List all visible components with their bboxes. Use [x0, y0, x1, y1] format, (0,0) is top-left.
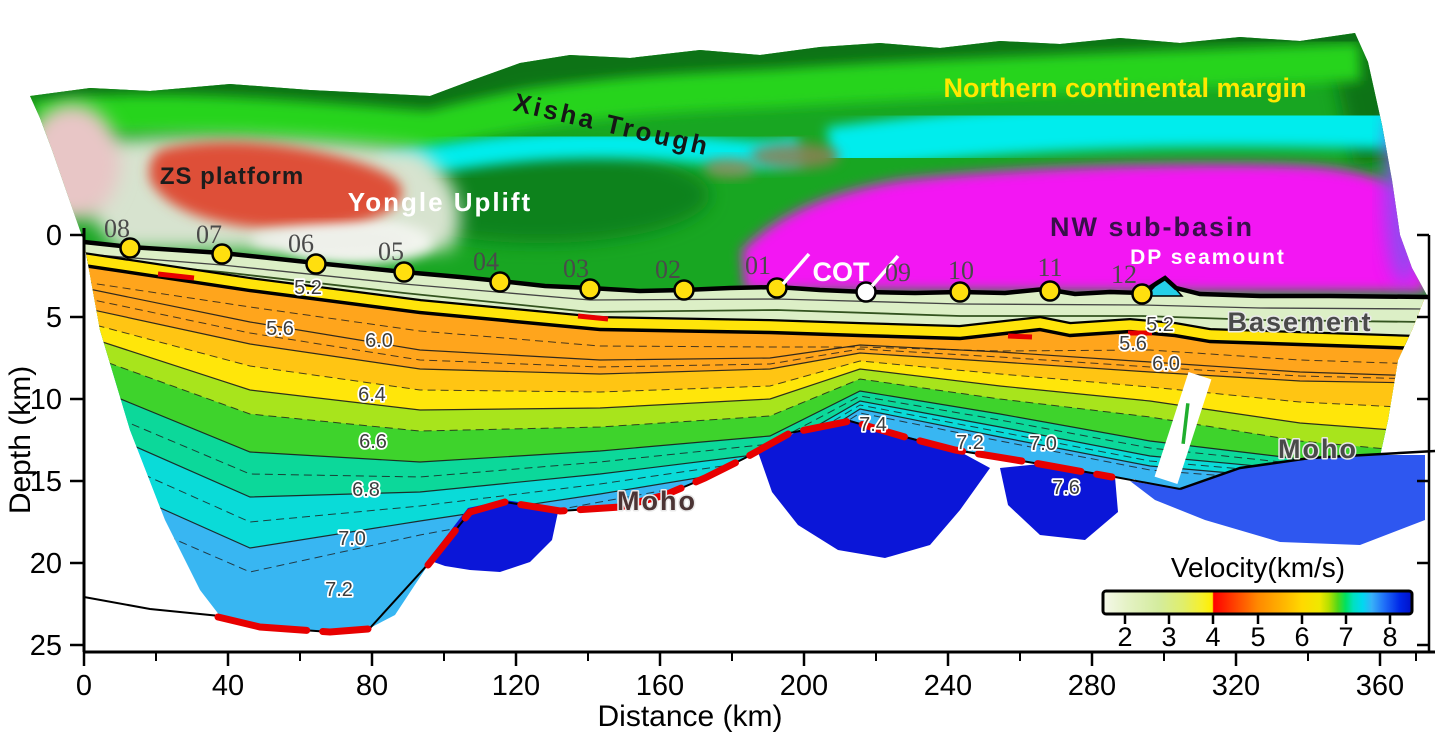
colorbar-tick: 6: [1294, 622, 1309, 652]
x-tick: 240: [924, 670, 972, 702]
colorbar-tick: 5: [1250, 622, 1265, 652]
station-label-08: 08: [104, 214, 130, 243]
colorbar-title: Velocity(km/s): [1171, 552, 1345, 583]
y-tick: 10: [30, 384, 62, 416]
station-marker-01: [766, 277, 788, 299]
contour-label: 5.6: [1119, 333, 1147, 355]
axes: [70, 228, 1435, 666]
station-label-09: 09: [885, 258, 911, 287]
contour-label: 7.2: [325, 579, 353, 601]
station-marker-12: [1131, 283, 1153, 305]
station-label-05: 05: [378, 237, 404, 266]
x-tick: 160: [636, 670, 684, 702]
label-basement: Basement: [1227, 307, 1372, 337]
contour-label: 7.0: [1029, 433, 1057, 455]
contour-label: 5.2: [1146, 314, 1174, 336]
contour-label: 5.6: [266, 318, 294, 340]
x-axis-tick-labels: 0 40 80 120 160 200 240 280 320 360: [76, 670, 1404, 702]
contour-label: 6.4: [358, 384, 386, 406]
colorbar: Velocity(km/s) 2 3 4 5 6 7 8: [1101, 552, 1414, 652]
station-label-04: 04: [473, 247, 499, 276]
x-tick: 200: [780, 670, 828, 702]
station-marker-06: [305, 253, 327, 275]
y-tick: 20: [30, 548, 62, 580]
x-tick: 280: [1068, 670, 1116, 702]
moho-line: [83, 417, 1436, 636]
x-tick: 360: [1356, 670, 1404, 702]
station-label-02: 02: [655, 255, 681, 284]
station-marker-05: [393, 261, 415, 283]
station-marker-07: [211, 243, 233, 265]
contour-labels: 5.2 5.6 6.0 6.4 6.6 6.8 7.0 7.2 7.4 7.2 …: [264, 275, 1181, 603]
colorbar-tick: 7: [1338, 622, 1353, 652]
label-moho-right: Moho: [1278, 434, 1358, 464]
label-zs-platform: ZS platform: [160, 163, 304, 190]
contour-label: 5.2: [294, 277, 322, 299]
contour-label: 7.0: [338, 528, 366, 550]
colorbar-tick: 3: [1161, 622, 1176, 652]
contour-label: 7.6: [1052, 477, 1080, 499]
station-marker-04: [489, 271, 511, 293]
label-nw-sub-basin: NW sub-basin: [1050, 212, 1254, 242]
x-tick: 120: [492, 670, 540, 702]
station-marker-02: [673, 279, 695, 301]
colorbar-tick: 2: [1117, 622, 1132, 652]
y-axis-title: Depth (km): [4, 366, 37, 514]
contour-label: 7.2: [956, 432, 984, 454]
label-cot: COT: [813, 257, 871, 287]
colorbar-tick: 4: [1205, 622, 1220, 652]
station-marker-10: [949, 281, 971, 303]
y-tick: 15: [30, 466, 62, 498]
station-label-12: 12: [1111, 260, 1137, 289]
y-tick: 0: [46, 220, 62, 252]
station-label-10: 10: [948, 256, 974, 285]
x-axis-title: Distance (km): [597, 700, 782, 733]
contour-label: 6.6: [359, 431, 387, 453]
label-moho-center: Moho: [617, 486, 697, 516]
station-marker-11: [1039, 280, 1061, 302]
label-yongle-uplift: Yongle Uplift: [348, 187, 532, 217]
y-axis-tick-labels: 0 5 10 15 20 25: [30, 220, 62, 662]
station-label-03: 03: [563, 254, 589, 283]
mantle-blocks: [428, 420, 1425, 572]
x-tick: 320: [1212, 670, 1260, 702]
basement-red-marks: [157, 271, 1152, 340]
contour-label: 6.0: [365, 330, 393, 352]
y-tick: 5: [46, 302, 62, 334]
station-marker-03: [579, 278, 601, 300]
station-label-07: 07: [196, 220, 222, 249]
data-gap-stripe: [1154, 371, 1212, 485]
colorbar-gradient: [1101, 589, 1414, 616]
colorbar-tick: 8: [1382, 622, 1397, 652]
station-label-01: 01: [745, 251, 771, 280]
x-tick: 0: [76, 670, 92, 702]
x-tick: 80: [356, 670, 388, 702]
label-dp-seamount: DP seamount: [1130, 246, 1286, 269]
contour-label: 6.8: [352, 479, 380, 501]
x-tick: 40: [212, 670, 244, 702]
label-northern-continental-margin: Northern continental margin: [943, 73, 1306, 103]
cot-slashes: [781, 252, 900, 288]
station-labels: 08 07 06 05 04 03 02 01 09 10 11 12: [104, 214, 1137, 289]
station-label-06: 06: [288, 229, 314, 258]
contour-label: 7.4: [859, 414, 887, 436]
station-markers: [119, 237, 1153, 305]
y-tick: 25: [30, 630, 62, 662]
station-label-11: 11: [1037, 253, 1062, 282]
contour-label: 6.0: [1152, 353, 1180, 375]
station-marker-08: [119, 237, 141, 259]
station-marker-09: [855, 281, 877, 303]
